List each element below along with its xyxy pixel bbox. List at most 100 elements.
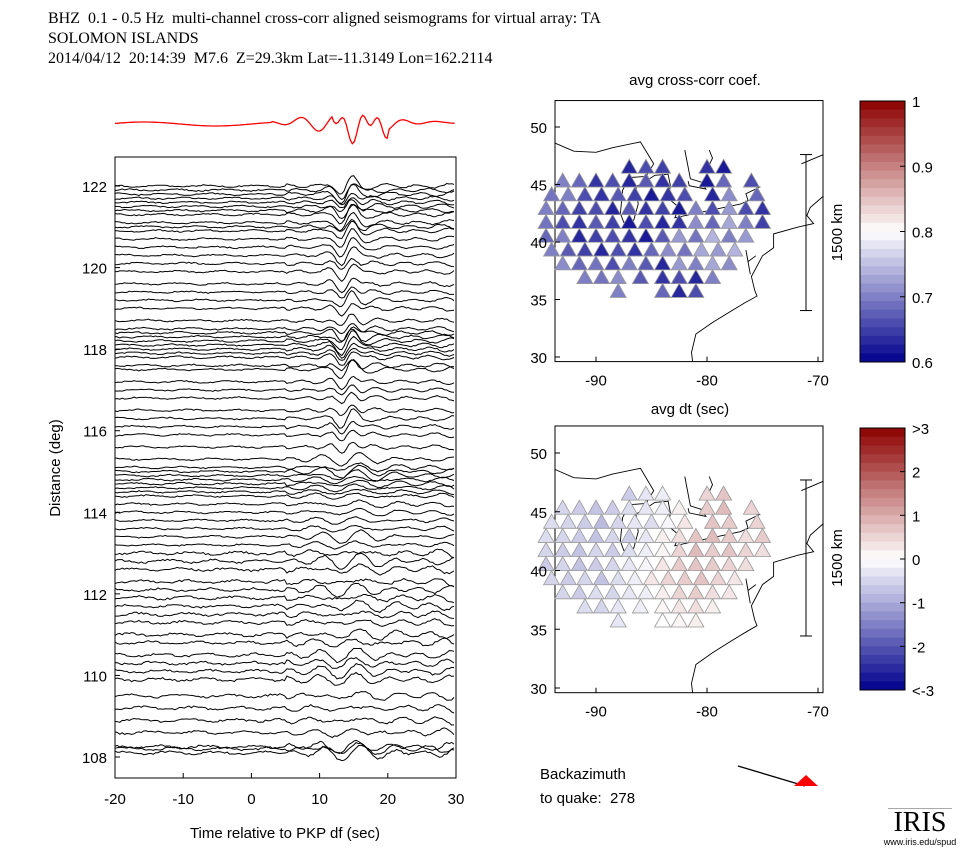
y-tick-label: 40 (530, 235, 547, 252)
station-triangle (714, 499, 733, 515)
coastline (801, 480, 824, 492)
title-line-3: 2014/04/12 20:14:39 M7.6 Z=29.3km Lat=-1… (48, 50, 493, 67)
quake-direction-icon (794, 775, 818, 786)
station-triangle (676, 241, 694, 257)
x-tick-label: -90 (585, 704, 607, 721)
seismogram-trace (114, 637, 455, 648)
station-triangle (676, 569, 694, 586)
seismogram-trace (114, 599, 455, 613)
station-triangle (576, 513, 594, 529)
station-triangle (659, 569, 677, 586)
station-triangle (559, 186, 577, 202)
seismogram-trace (114, 577, 455, 587)
seismogram-trace (114, 303, 455, 317)
station-triangle (687, 555, 705, 572)
station-triangle (653, 612, 672, 628)
colorbar-tick-label: 0.8 (912, 225, 933, 242)
station-triangle (748, 513, 766, 529)
y-tick-label: 110 (83, 668, 107, 685)
colorbar-segment (860, 344, 905, 354)
seismogram-trace (114, 552, 455, 570)
station-triangle (609, 186, 627, 202)
station-triangle (537, 213, 555, 229)
colorbar-segment (860, 283, 905, 293)
station-triangle (609, 513, 627, 529)
station-triangle (570, 172, 589, 188)
y-tick-label: 35 (530, 622, 547, 639)
colorbar-tick-label: -2 (912, 639, 925, 656)
seismogram-trace (114, 462, 455, 473)
colorbar-segment (860, 309, 905, 319)
seismogram-trace (114, 391, 455, 405)
seismogram-trace (114, 192, 455, 206)
seismogram-trace (114, 483, 455, 493)
colorbar-segment (860, 292, 905, 302)
y-tick-label: 122 (82, 179, 107, 196)
x-tick-label: 20 (379, 791, 396, 808)
station-triangle (603, 255, 622, 271)
seismogram-trace (114, 524, 455, 533)
colorbar-segment (860, 188, 905, 198)
y-tick-label: 108 (82, 750, 107, 767)
logo-text: IRIS (893, 807, 947, 838)
seismogram-trace (114, 335, 455, 357)
station-triangle (559, 241, 577, 257)
y-tick-label: 120 (82, 261, 107, 278)
station-triangle (753, 213, 772, 229)
map-dt-title: avg dt (sec) (651, 401, 729, 418)
station-triangle (692, 241, 711, 257)
coastline (745, 250, 757, 275)
seismogram-trace (114, 328, 455, 343)
station-triangle (603, 227, 622, 243)
station-triangle (748, 186, 766, 202)
station-triangle (576, 241, 594, 257)
station-triangle (714, 172, 733, 188)
station-triangle (687, 612, 705, 628)
station-triangle (642, 186, 661, 202)
station-triangle (587, 584, 605, 600)
colorbar-tick-label: 0.6 (912, 355, 933, 372)
colorbar-segment (860, 353, 905, 363)
seismogram-trace (114, 479, 455, 489)
station-triangle (676, 186, 694, 202)
colorbar-segment (860, 663, 905, 674)
station-triangle (592, 186, 611, 202)
colorbar-segment (860, 646, 905, 656)
colorbar-segment (860, 672, 905, 682)
seismogram-trace (115, 610, 455, 619)
station-triangle (603, 584, 622, 600)
x-tick-label: -20 (104, 791, 126, 808)
station-triangle (653, 555, 672, 572)
seismogram-trace (114, 203, 455, 220)
station-triangle (642, 241, 661, 257)
y-tick-label: 45 (530, 505, 547, 522)
station-triangle (609, 612, 627, 628)
station-triangle (542, 241, 561, 257)
seismogram-trace (114, 492, 455, 500)
colorbar-segment (860, 327, 905, 337)
seismogram-trace (114, 326, 455, 342)
colorbar-segment (860, 222, 905, 232)
station-triangle (637, 499, 655, 515)
colorbar-tick-label: 0 (912, 552, 920, 569)
colorbar-segment (860, 620, 905, 630)
station-triangle (653, 499, 672, 515)
colorbar-segment (860, 240, 905, 250)
seismogram-trace (114, 211, 455, 232)
colorbar-tick-label: 0.7 (912, 290, 933, 307)
x-tick-label: -80 (696, 704, 718, 721)
scale-bar-label: 1500 km (829, 204, 846, 262)
backazimuth-value: to quake: 278 (540, 790, 636, 807)
station-triangle (609, 569, 627, 586)
station-triangle (753, 541, 772, 557)
map-dt: -90 -80 -70 30 35 40 45 50 1500 km >3 2 1 0 -1 -2 <-3 (530, 421, 934, 721)
station-triangle (542, 569, 561, 586)
station-triangle (742, 172, 761, 188)
seismogram-trace (114, 671, 455, 686)
station-triangle (698, 172, 716, 188)
station-triangle (609, 241, 627, 257)
seismogram-trace (114, 716, 455, 726)
colorbar-segment (860, 585, 905, 595)
seismogram-trace (114, 727, 455, 739)
colorbar-segment (860, 205, 905, 215)
